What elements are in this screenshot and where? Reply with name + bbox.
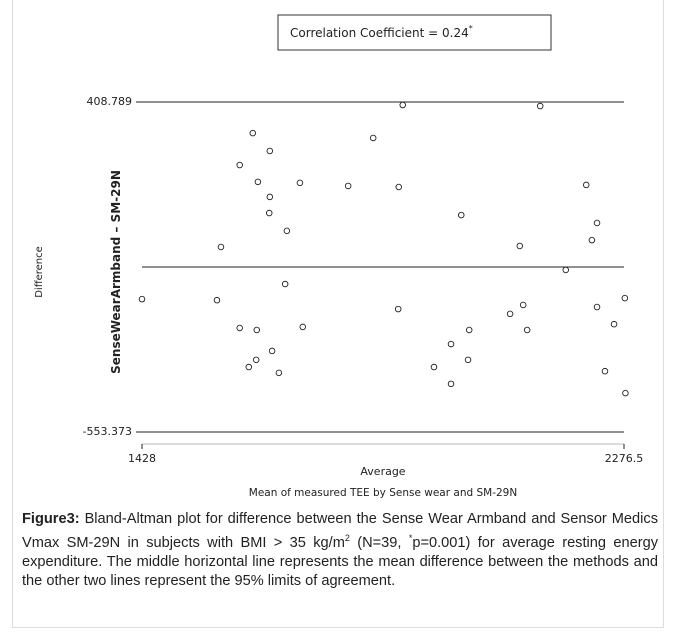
caption-sup: 2 (344, 533, 350, 543)
annotation-box (277, 14, 552, 51)
point (138, 295, 146, 303)
annotation-mark: * (469, 24, 473, 33)
caption-label: Figure3: (22, 511, 80, 527)
annotation-text: Correlation Coefficient = 0.24 (290, 26, 469, 40)
x-label: Average (360, 465, 405, 478)
annotation: Correlation Coefficient = 0.24* (290, 24, 473, 40)
point (245, 363, 253, 371)
point (254, 178, 262, 186)
caption-sup: * (408, 533, 413, 543)
point (275, 369, 283, 377)
point (266, 147, 274, 155)
point (249, 129, 257, 137)
point (296, 179, 304, 187)
point (369, 134, 377, 142)
point (465, 326, 473, 334)
y-tick-label: -553.373 (83, 425, 132, 438)
point (299, 323, 307, 331)
point (265, 209, 273, 217)
point (395, 183, 403, 191)
point (283, 227, 291, 235)
point (562, 266, 570, 274)
point (281, 280, 289, 288)
x-tick-label: 2276.5 (605, 452, 644, 465)
caption-text: Bland-Altman plot for difference between… (22, 511, 658, 551)
point (268, 347, 276, 355)
point (213, 296, 221, 304)
point (582, 181, 590, 189)
y-sublabel: Difference (34, 246, 45, 298)
point (236, 161, 243, 169)
point (588, 236, 596, 244)
point (458, 211, 465, 219)
point (593, 303, 601, 311)
point (430, 363, 438, 371)
caption-text: (N=39, (349, 534, 409, 551)
point (399, 101, 406, 109)
x-sublabel: Mean of measured TEE by Sense wear and S… (249, 487, 517, 499)
point (610, 320, 618, 328)
point (394, 305, 402, 313)
point (519, 301, 527, 309)
y-label: SenseWearArmband – SM-29N (109, 170, 123, 374)
point (344, 182, 352, 190)
point (266, 193, 274, 201)
point (236, 324, 243, 332)
point (217, 243, 225, 251)
point (523, 326, 531, 334)
point (252, 356, 260, 364)
point (536, 102, 544, 110)
point (621, 294, 629, 302)
point (516, 242, 524, 250)
point (464, 356, 472, 364)
caption: Figure3: Bland-Altman plot for differenc… (22, 510, 658, 591)
figure-frame (12, 0, 664, 628)
caption-text: p=0.001) for average resting energy expe… (22, 534, 658, 589)
point (601, 367, 609, 375)
point (447, 380, 455, 388)
point (253, 326, 260, 334)
point (447, 340, 455, 348)
y-tick-label: 408.789 (87, 95, 133, 108)
point (593, 219, 601, 227)
chart: Correlation Coefficient = 0.24* SenseWea… (34, 14, 644, 499)
point (506, 310, 514, 318)
point (622, 389, 629, 397)
x-tick-label: 1428 (128, 452, 156, 465)
